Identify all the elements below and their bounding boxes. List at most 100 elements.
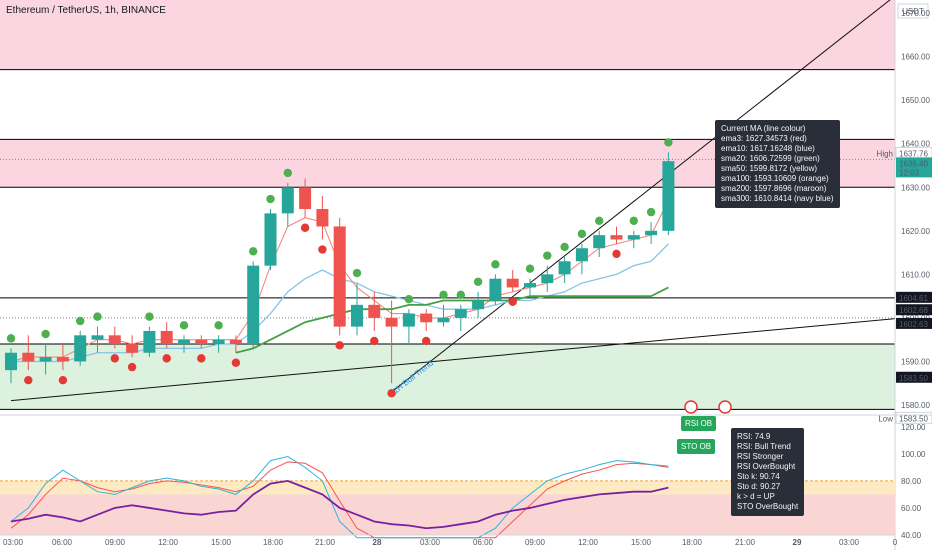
candle-body: [160, 330, 173, 345]
rsi-tooltip-line: STO OverBought: [737, 502, 799, 511]
candle-body: [593, 235, 606, 249]
signal-dot-red: [162, 354, 171, 363]
signal-dot-green: [266, 194, 275, 204]
candle-body: [316, 209, 329, 227]
ma-tooltip-line: ema3: 1627.34573 (red): [721, 134, 807, 143]
price-tick-label: 1640.00: [901, 140, 930, 149]
signal-dot-green: [404, 294, 414, 304]
rsi-tooltip-line: RSI Stronger: [737, 452, 784, 461]
signal-dot-red: [612, 249, 621, 259]
signal-dot-green: [76, 316, 85, 326]
signal-dot-green: [283, 168, 292, 178]
time-tick-label: 12:00: [158, 538, 179, 547]
sto-ob-badge: STO OB: [677, 439, 716, 454]
price-label-box: [896, 317, 932, 329]
price-label-box: [896, 291, 932, 303]
signal-dot-red: [197, 354, 206, 363]
signal-dot-green: [525, 264, 535, 273]
candle-body: [420, 313, 433, 323]
trendline-long_trend: [10, 318, 896, 402]
rsi-tooltip-line: Sto k: 90.74: [737, 472, 780, 481]
price-tick-label: 1580.00: [901, 401, 930, 410]
price-label-value: 1583.50: [899, 414, 928, 423]
signal-dot-green: [543, 251, 552, 260]
price-label-tag: High: [877, 149, 893, 158]
signal-dot-green: [456, 290, 465, 300]
signal-dot-green: [439, 290, 448, 300]
rsi-line: [10, 479, 669, 530]
time-tick-label: 03:00: [839, 538, 860, 547]
candle-body: [541, 274, 554, 284]
currency-box: [897, 3, 929, 19]
trendline-bull_trend: [391, 0, 891, 393]
candle-body: [627, 235, 640, 240]
zone-pink_top: [0, 0, 895, 70]
signal-dot-green: [646, 207, 656, 217]
candle-body: [662, 161, 675, 231]
price-label-value: 1583.50: [899, 374, 928, 383]
time-tick-label: 03:00: [3, 538, 24, 547]
price-label-box: [896, 304, 932, 316]
ma-tooltip: Current MA (line colour) ema3: 1627.34573…: [715, 120, 840, 208]
candle-body: [108, 335, 121, 345]
price-label-value: 1637.76: [899, 149, 928, 158]
candle-body: [368, 304, 381, 318]
candle-body: [56, 357, 69, 362]
sma20-line: [235, 286, 669, 354]
candle-body: [351, 304, 363, 327]
signal-dot-green: [560, 242, 569, 252]
candle-body: [74, 335, 87, 362]
candle-body: [229, 339, 242, 345]
alert-icon: [684, 400, 698, 414]
signal-dot-red: [58, 375, 68, 385]
price-tick-label: 1590.00: [901, 357, 930, 366]
candle-body: [126, 344, 139, 353]
rsi-tooltip-line: Sto d: 90.27: [737, 482, 781, 491]
zone-green_low: [0, 344, 895, 410]
signal-dot-red: [370, 336, 379, 346]
price-label-box: [896, 157, 932, 178]
signal-dot-red: [300, 223, 310, 232]
candle-body: [489, 278, 502, 301]
candle-body: [22, 352, 35, 362]
signal-dot-green: [491, 260, 500, 269]
price-tick-label: 1610.00: [901, 270, 930, 279]
candle-body: [454, 309, 467, 318]
candle-body: [385, 317, 398, 327]
signal-dot-red: [335, 341, 344, 350]
time-tick-label: 12:00: [578, 538, 599, 547]
candle-body: [178, 339, 190, 345]
signal-dot-red: [387, 389, 396, 398]
chart-title: Ethereum / TetherUS, 1h, BINANCE: [6, 5, 166, 16]
candle-body: [472, 300, 485, 310]
price-label-tag: Low: [878, 414, 893, 423]
signal-dot-red: [231, 358, 241, 367]
time-tick-label: 0: [893, 538, 898, 547]
ma-tooltip-line: sma20: 1606.72599 (green): [721, 154, 820, 163]
price-label-value: 1602.68: [899, 306, 928, 315]
osc-tick-label: 40.00: [901, 531, 922, 540]
price-axis-bg: [895, 0, 932, 550]
ma-tooltip-line: sma200: 1597.8696 (maroon): [721, 184, 827, 193]
ma-tooltip-line: Current MA (line colour): [721, 124, 806, 133]
signal-dot-green: [214, 321, 223, 330]
signal-dot-green: [577, 229, 587, 239]
candle-body: [281, 187, 294, 214]
signal-dot-green: [6, 334, 16, 343]
signal-dot-green: [179, 321, 189, 330]
time-tick-label: 03:00: [420, 538, 441, 547]
signal-icon: [718, 400, 732, 414]
sto-k-line: [10, 455, 669, 539]
price-label-box: [895, 411, 932, 424]
price-label-sub: 12:03: [899, 168, 920, 177]
signal-dot-red: [508, 297, 517, 306]
candle-body: [5, 352, 17, 371]
rsi-tooltip-line: k > d = UP: [737, 492, 775, 501]
price-tick-label: 1660.00: [901, 53, 930, 62]
rsi-tooltip-line: RSI: Bull Trend: [737, 442, 791, 451]
candle-body: [524, 283, 536, 288]
signal-dot-green: [664, 138, 673, 147]
ma-tooltip-line: sma100: 1593.10609 (orange): [721, 174, 829, 183]
time-tick-label: 28: [373, 538, 382, 547]
